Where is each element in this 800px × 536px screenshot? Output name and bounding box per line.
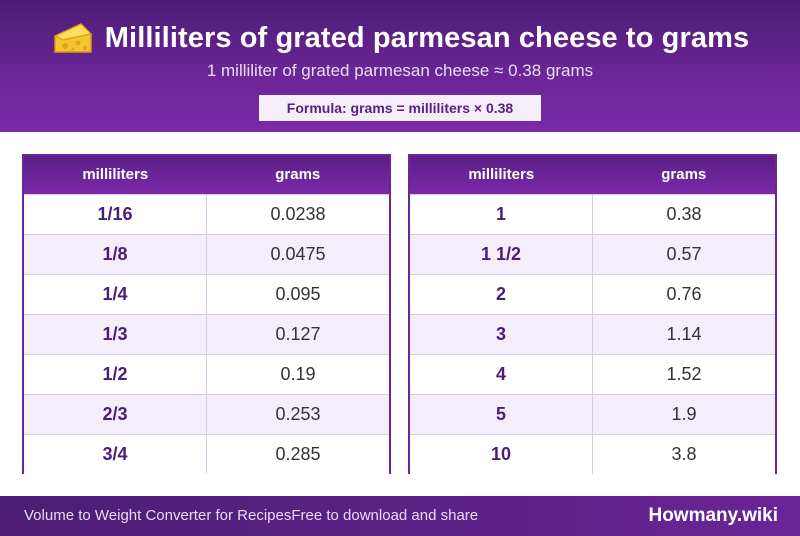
milliliters-cell: 1/3	[24, 313, 207, 354]
table-row: 1/2 0.19	[24, 353, 389, 394]
footer-caption: Volume to Weight Converter for RecipesFr…	[24, 507, 479, 524]
milliliters-cell: 3	[410, 313, 593, 354]
table-row: 1/4 0.095	[24, 273, 389, 314]
milliliters-cell: 10	[410, 433, 593, 474]
table-row: 1/3 0.127	[24, 313, 389, 354]
grams-cell: 0.57	[592, 233, 775, 274]
title-row: Milliliters of grated parmesan cheese to…	[0, 14, 800, 62]
table-row: 2 0.76	[410, 273, 775, 314]
cheese-icon	[53, 23, 92, 53]
header: Milliliters of grated parmesan cheese to…	[0, 0, 800, 132]
page-title: Milliliters of grated parmesan cheese to…	[104, 21, 750, 54]
table-row: 1/8 0.0475	[24, 233, 389, 274]
grams-cell: 0.127	[206, 313, 389, 354]
milliliters-cell: 2	[410, 273, 593, 314]
column-header-grams: grams	[661, 166, 707, 184]
table-row: 1 0.38	[410, 193, 775, 234]
table-row: 1 1/2 0.57	[410, 233, 775, 274]
conversion-table-right: milliliters grams 1 0.38 1 1/2 0.57 2 0.76 …	[408, 154, 777, 474]
grams-cell: 0.38	[592, 193, 775, 234]
table-row: 1/16 0.0238	[24, 193, 389, 234]
milliliters-cell: 2/3	[24, 393, 207, 434]
grams-cell: 1.9	[592, 393, 775, 434]
column-header-grams: grams	[275, 166, 321, 184]
table-header-row: milliliters grams	[24, 156, 389, 194]
milliliters-cell: 1/16	[24, 193, 207, 234]
footer: Volume to Weight Converter for RecipesFr…	[0, 496, 800, 536]
conversion-table-left: milliliters grams 1/16 0.0238 1/8 0.0475 1…	[22, 154, 391, 474]
grams-cell: 1.14	[592, 313, 775, 354]
grams-cell: 1.52	[592, 353, 775, 394]
grams-cell: 0.76	[592, 273, 775, 314]
grams-cell: 0.285	[206, 433, 389, 474]
subtitle: 1 milliliter of grated parmesan cheese ≈…	[206, 61, 594, 80]
table-row: 2/3 0.253	[24, 393, 389, 434]
grams-cell: 3.8	[592, 433, 775, 474]
table-row: 10 3.8	[410, 433, 775, 474]
milliliters-cell: 3/4	[24, 433, 207, 474]
milliliters-cell: 1/8	[24, 233, 207, 274]
brand-link[interactable]: Howmany.wiki	[648, 505, 778, 526]
table-row: 4 1.52	[410, 353, 775, 394]
formula-badge: Formula: grams = milliliters × 0.38	[259, 95, 541, 121]
milliliters-cell: 1/2	[24, 353, 207, 394]
grams-cell: 0.0475	[206, 233, 389, 274]
table-row: 3/4 0.285	[24, 433, 389, 474]
milliliters-cell: 1 1/2	[410, 233, 593, 274]
grams-cell: 0.0238	[206, 193, 389, 234]
grams-cell: 0.19	[206, 353, 389, 394]
grams-cell: 0.095	[206, 273, 389, 314]
milliliters-cell: 1/4	[24, 273, 207, 314]
table-row: 5 1.9	[410, 393, 775, 434]
table-row: 3 1.14	[410, 313, 775, 354]
column-header-milliliters: milliliters	[82, 166, 149, 184]
milliliters-cell: 4	[410, 353, 593, 394]
table-header-row: milliliters grams	[410, 156, 775, 194]
grams-cell: 0.253	[206, 393, 389, 434]
column-header-milliliters: milliliters	[468, 166, 535, 184]
milliliters-cell: 5	[410, 393, 593, 434]
milliliters-cell: 1	[410, 193, 593, 234]
